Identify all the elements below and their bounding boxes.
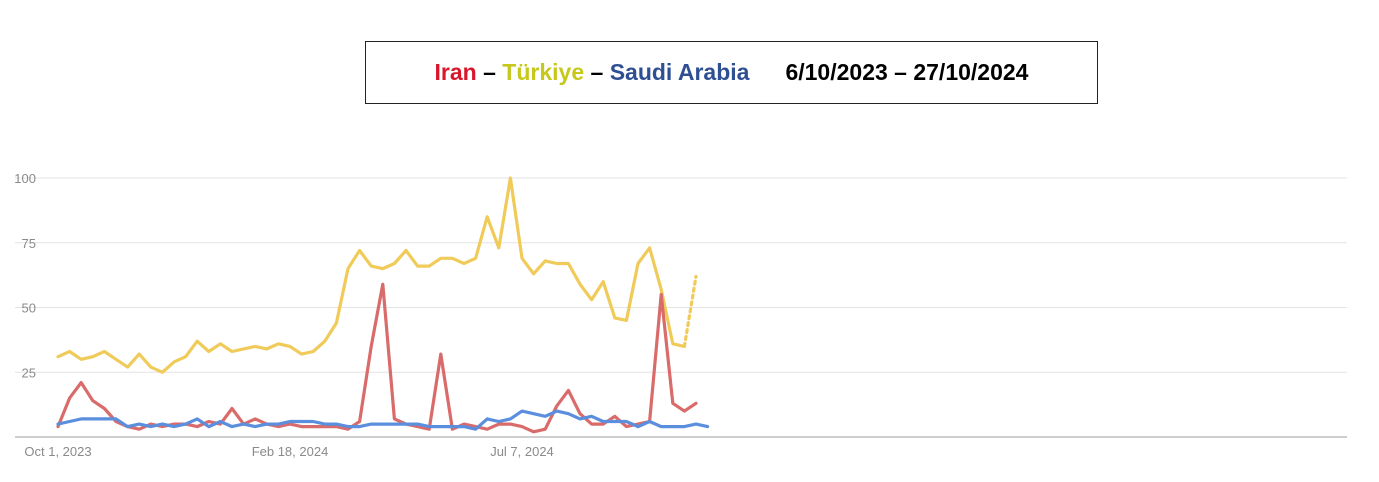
axes: Oct 1, 2023 Feb 18, 2024 Jul 7, 2024 bbox=[15, 436, 1347, 459]
title-separator: – bbox=[483, 59, 496, 85]
series-line-iran bbox=[56, 282, 698, 434]
series-line-t-rkiye bbox=[56, 176, 687, 374]
legend-iran: Iran bbox=[434, 59, 477, 85]
x-tick-label: Feb 18, 2024 bbox=[252, 444, 329, 459]
chart-title-box: Iran – Türkiye – Saudi Arabia 6/10/2023 … bbox=[365, 41, 1098, 104]
title-separator: – bbox=[590, 59, 604, 85]
x-tick-label: Oct 1, 2023 bbox=[24, 444, 91, 459]
y-tick-label: 25 bbox=[22, 365, 36, 380]
series-line-saudi-arabia bbox=[56, 409, 710, 431]
series-lines bbox=[56, 176, 710, 434]
y-tick-label: 100 bbox=[14, 171, 36, 186]
date-range: 6/10/2023 – 27/10/2024 bbox=[785, 59, 1029, 85]
legend-saudi-arabia: Saudi Arabia bbox=[609, 59, 750, 85]
series-line-partial-t-rkiye bbox=[682, 274, 698, 348]
gridlines: 25 50 75 100 bbox=[14, 171, 1347, 380]
x-tick-label: Jul 7, 2024 bbox=[490, 444, 554, 459]
y-tick-label: 50 bbox=[22, 301, 36, 316]
y-tick-label: 75 bbox=[22, 236, 36, 251]
legend-turkiye: Türkiye bbox=[502, 59, 585, 85]
